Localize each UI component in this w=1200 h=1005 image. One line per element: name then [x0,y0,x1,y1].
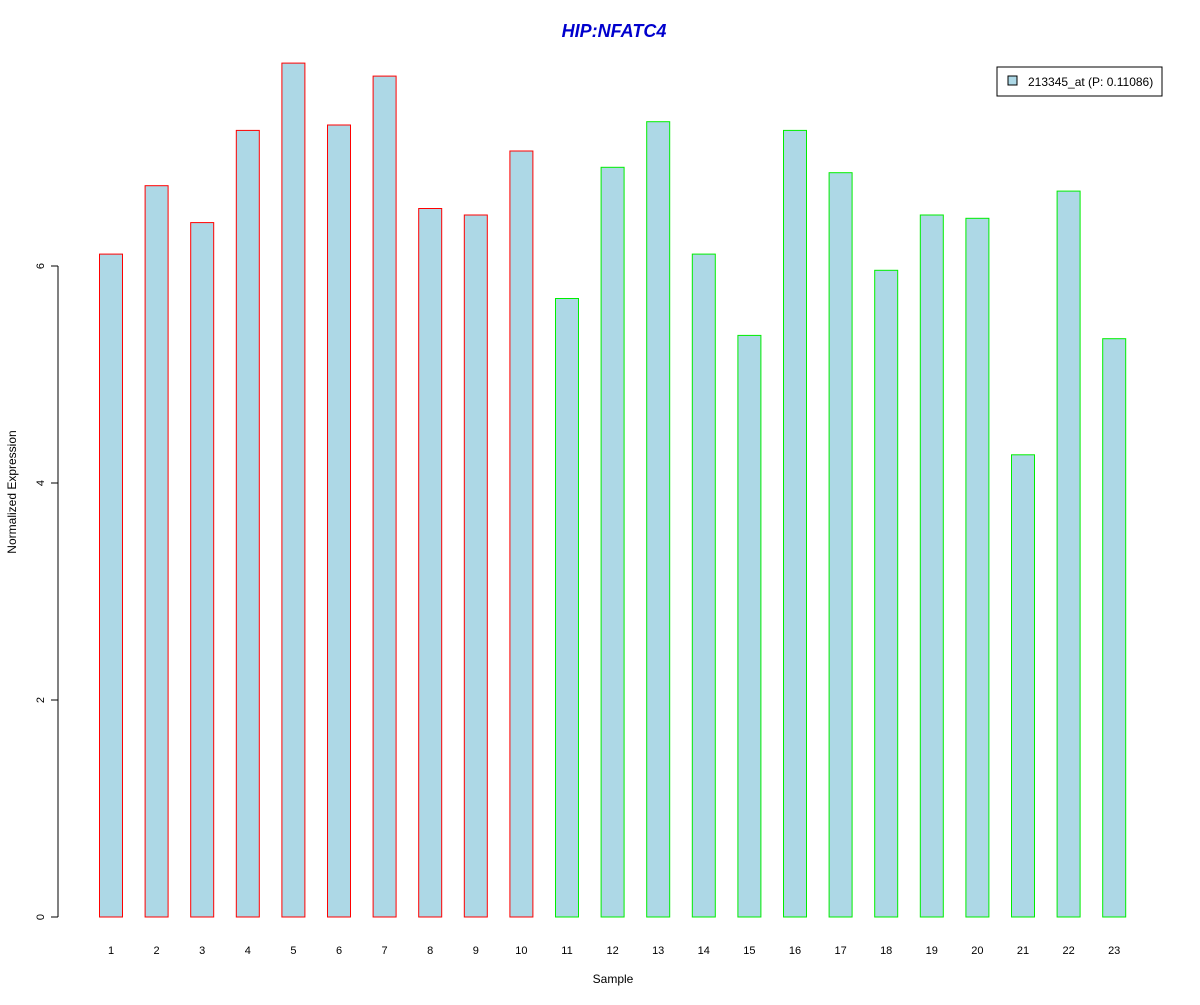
x-tick-label: 11 [561,945,572,957]
bar-sample-18 [874,269,899,918]
legend-box [996,66,1163,97]
bar-sample-8 [418,208,443,918]
x-tick-label: 3 [199,945,205,957]
bar-sample-1 [99,253,123,918]
x-tick-label: 14 [698,945,710,957]
x-tick-label: 2 [154,945,160,957]
x-tick-label: 1 [108,945,114,957]
x-tick-label: 12 [606,945,618,957]
y-axis: 0 2 4 6 [35,263,59,920]
x-axis-label: Sample [593,972,634,986]
x-tick-label: 19 [926,945,938,957]
bar-sample-9 [463,214,488,918]
y-tick-label: 6 [35,263,47,269]
bar-sample-17 [828,172,853,918]
legend: 213345_at (P: 0.11086) [996,66,1163,97]
x-tick-label: 4 [245,945,251,957]
bar-sample-23 [1102,338,1127,918]
x-tick-label: 16 [789,945,801,957]
x-tick-labels: 1 2 3 4 5 6 7 8 9 10 11 12 13 14 15 16 17 18 19 20 21 22 23 [108,945,1120,957]
x-tick-label: 20 [971,945,983,957]
bar-sample-6 [327,124,351,918]
chart-title: HIP:NFATC4 [562,21,667,41]
bar-sample-7 [372,75,397,918]
bar-sample-20 [965,217,990,918]
x-tick-label: 13 [652,945,664,957]
x-tick-label: 6 [336,945,342,957]
bar-sample-13 [646,121,671,918]
x-tick-label: 18 [880,945,892,957]
bar-sample-21 [1011,454,1035,918]
bar-sample-22 [1056,190,1081,918]
x-tick-label: 23 [1108,945,1120,957]
x-tick-label: 22 [1062,945,1074,957]
x-tick-label: 5 [290,945,296,957]
bar-sample-3 [190,222,215,918]
x-tick-label: 10 [515,945,527,957]
bar-sample-12 [600,166,625,918]
bar-sample-16 [783,129,807,918]
bar-sample-5 [281,62,306,918]
bar-sample-10 [509,150,534,918]
bar-sample-14 [691,253,716,918]
x-tick-label: 7 [382,945,388,957]
bar-sample-15 [737,334,762,918]
y-axis-label: Normalized Expression [5,430,19,553]
x-tick-label: 15 [743,945,755,957]
legend-label: 213345_at (P: 0.11086) [1028,75,1153,89]
y-tick-label: 0 [35,914,47,920]
bar-sample-19 [919,214,944,918]
x-tick-label: 9 [473,945,479,957]
bars [99,62,1127,918]
x-tick-label: 17 [834,945,846,957]
x-tick-label: 8 [427,945,433,957]
bar-sample-11 [555,298,579,918]
bar-sample-2 [144,185,169,918]
y-tick-label: 4 [35,480,47,486]
bar-sample-4 [235,129,260,918]
legend-swatch [1007,75,1018,86]
y-tick-label: 2 [35,697,47,703]
x-tick-label: 21 [1017,945,1029,957]
